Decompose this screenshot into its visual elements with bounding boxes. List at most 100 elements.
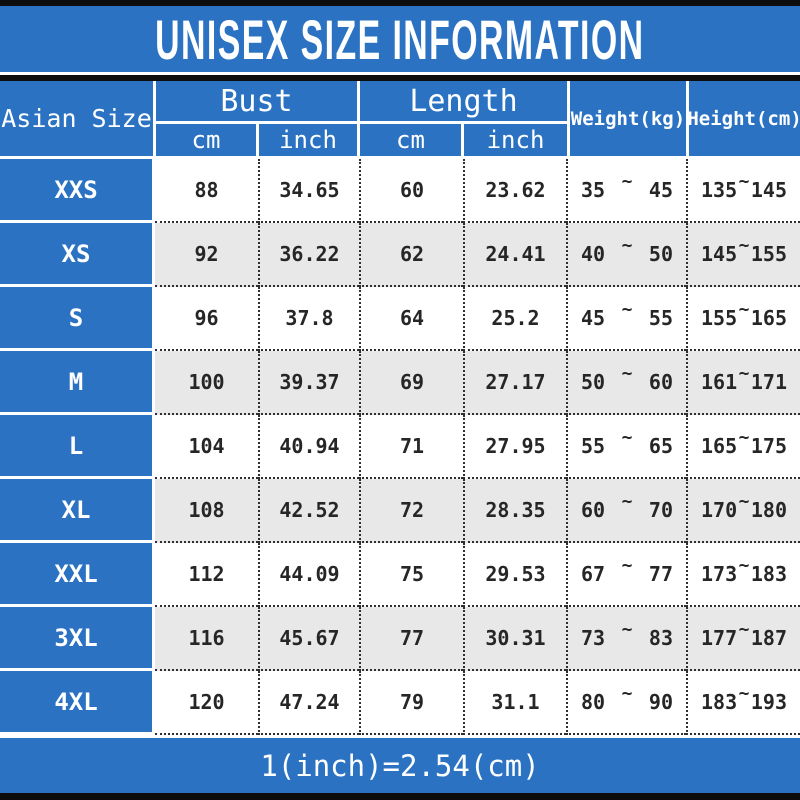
- weight-min: 60: [581, 498, 606, 522]
- tilde-icon: ~: [621, 490, 633, 512]
- length-inch-value: 28.35: [463, 479, 566, 543]
- bust-cm-value: 120: [155, 671, 258, 735]
- weight-max: 90: [648, 690, 673, 714]
- tilde-icon: ~: [738, 554, 750, 576]
- bust-inch-value: 40.94: [258, 415, 359, 479]
- tilde-icon: ~: [621, 682, 633, 704]
- table-row: XXL 112 44.09 75 29.53 67 ~ 77 173 ~ 183: [0, 543, 800, 607]
- table-row: XL 108 42.52 72 28.35 60 ~ 70 170 ~ 180: [0, 479, 800, 543]
- tilde-icon: ~: [738, 234, 750, 256]
- weight-max: 77: [648, 562, 673, 586]
- length-inch-value: 27.17: [463, 351, 566, 415]
- weight-max: 55: [648, 306, 673, 330]
- height-range: 165 ~ 175: [686, 415, 800, 479]
- tilde-icon: ~: [738, 490, 750, 512]
- height-max: 155: [750, 242, 787, 266]
- length-cm-value: 69: [359, 351, 463, 415]
- length-inch-value: 24.41: [463, 223, 566, 287]
- height-range: 170 ~ 180: [686, 479, 800, 543]
- size-label: XL: [0, 479, 155, 543]
- bust-inch-value: 37.8: [258, 287, 359, 351]
- weight-min: 55: [581, 434, 606, 458]
- height-min: 183: [701, 690, 738, 714]
- table-row: M 100 39.37 69 27.17 50 ~ 60 161 ~ 171: [0, 351, 800, 415]
- weight-range: 60 ~ 70: [566, 479, 686, 543]
- page-title: UNISEX SIZE INFORMATION: [155, 7, 645, 71]
- weight-range: 73 ~ 83: [566, 607, 686, 671]
- bust-inch-value: 36.22: [258, 223, 359, 287]
- height-range: 173 ~ 183: [686, 543, 800, 607]
- size-label: XXS: [0, 159, 155, 223]
- tilde-icon: ~: [621, 426, 633, 448]
- weight-min: 35: [581, 178, 606, 202]
- height-range: 177 ~ 187: [686, 607, 800, 671]
- length-cm-value: 75: [359, 543, 463, 607]
- column-group-bust: Bust: [156, 81, 357, 121]
- tilde-icon: ~: [738, 170, 750, 192]
- table-row: XXS 88 34.65 60 23.62 35 ~ 45 135 ~ 145: [0, 159, 800, 223]
- divider: [0, 735, 800, 738]
- size-label: S: [0, 287, 155, 351]
- subheader-bust-inch: inch: [259, 124, 357, 156]
- table-row: 4XL 120 47.24 79 31.1 80 ~ 90 183 ~ 193: [0, 671, 800, 735]
- bust-inch-value: 44.09: [258, 543, 359, 607]
- table-row: S 96 37.8 64 25.2 45 ~ 55 155 ~ 165: [0, 287, 800, 351]
- tilde-icon: ~: [738, 298, 750, 320]
- bust-inch-value: 34.65: [258, 159, 359, 223]
- weight-min: 73: [581, 626, 606, 650]
- tilde-icon: ~: [738, 682, 750, 704]
- weight-max: 65: [648, 434, 673, 458]
- column-header-weight: Weight(kg): [570, 81, 686, 156]
- length-inch-value: 29.53: [463, 543, 566, 607]
- table-header: Asian Size Bust Length Weight(kg) Height…: [0, 81, 800, 159]
- weight-max: 83: [648, 626, 673, 650]
- length-cm-value: 79: [359, 671, 463, 735]
- height-max: 165: [750, 306, 787, 330]
- table-row: L 104 40.94 71 27.95 55 ~ 65 165 ~ 175: [0, 415, 800, 479]
- bust-cm-value: 116: [155, 607, 258, 671]
- height-max: 187: [750, 626, 787, 650]
- length-cm-value: 72: [359, 479, 463, 543]
- weight-min: 80: [581, 690, 606, 714]
- bust-cm-value: 100: [155, 351, 258, 415]
- length-inch-value: 30.31: [463, 607, 566, 671]
- size-label: M: [0, 351, 155, 415]
- height-max: 193: [750, 690, 787, 714]
- height-range: 155 ~ 165: [686, 287, 800, 351]
- height-min: 145: [701, 242, 738, 266]
- bust-cm-value: 96: [155, 287, 258, 351]
- title-bar: UNISEX SIZE INFORMATION: [0, 6, 800, 72]
- column-header-asian-size: Asian Size: [0, 81, 153, 156]
- weight-range: 50 ~ 60: [566, 351, 686, 415]
- height-max: 171: [750, 370, 787, 394]
- height-min: 173: [701, 562, 738, 586]
- top-black-bar: [0, 0, 800, 6]
- size-label: L: [0, 415, 155, 479]
- conversion-note: 1(inch)=2.54(cm): [260, 748, 540, 783]
- tilde-icon: ~: [738, 618, 750, 640]
- length-inch-value: 27.95: [463, 415, 566, 479]
- tilde-icon: ~: [621, 618, 633, 640]
- length-inch-value: 25.2: [463, 287, 566, 351]
- tilde-icon: ~: [621, 298, 633, 320]
- height-min: 165: [701, 434, 738, 458]
- length-cm-value: 64: [359, 287, 463, 351]
- bust-cm-value: 108: [155, 479, 258, 543]
- length-cm-value: 71: [359, 415, 463, 479]
- bust-cm-value: 92: [155, 223, 258, 287]
- bust-cm-value: 88: [155, 159, 258, 223]
- table-row: XS 92 36.22 62 24.41 40 ~ 50 145 ~ 155: [0, 223, 800, 287]
- weight-min: 40: [581, 242, 606, 266]
- weight-range: 35 ~ 45: [566, 159, 686, 223]
- length-inch-value: 23.62: [463, 159, 566, 223]
- size-label: XS: [0, 223, 155, 287]
- bust-inch-value: 42.52: [258, 479, 359, 543]
- length-cm-value: 60: [359, 159, 463, 223]
- footer-bar: 1(inch)=2.54(cm): [0, 738, 800, 793]
- weight-range: 55 ~ 65: [566, 415, 686, 479]
- column-group-length: Length: [360, 81, 567, 121]
- weight-range: 45 ~ 55: [566, 287, 686, 351]
- subheader-length-cm: cm: [360, 124, 461, 156]
- height-range: 135 ~ 145: [686, 159, 800, 223]
